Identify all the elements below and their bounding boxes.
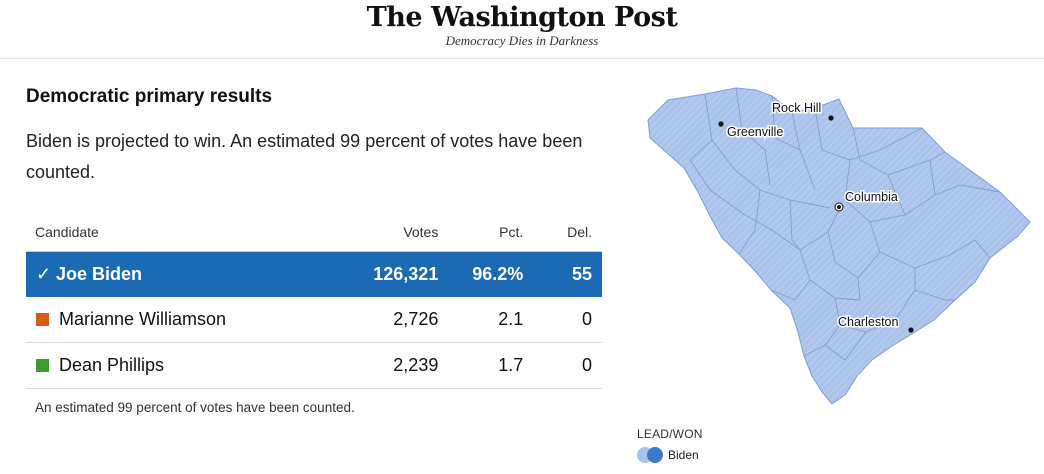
- map-legend: LEAD/WON Biden: [637, 427, 703, 463]
- pct-cell: 1.7: [438, 342, 524, 389]
- delegates-cell: 0: [523, 342, 602, 389]
- legend-title: LEAD/WON: [637, 427, 703, 441]
- column-header-candidate: Candidate: [26, 212, 330, 252]
- city-dot-charleston: [908, 327, 914, 333]
- city-dot-columbia: [837, 205, 841, 209]
- legend-item-biden: Biden: [637, 447, 703, 463]
- candidate-color-swatch: [36, 359, 49, 372]
- table-row-winner: ✓ Joe Biden 126,321 96.2% 55: [26, 251, 602, 297]
- site-tagline: Democracy Dies in Darkness: [445, 33, 599, 48]
- county-borders: [689, 87, 1001, 361]
- candidate-cell: Dean Phillips: [26, 342, 330, 389]
- city-dot-rock-hill: [828, 115, 834, 121]
- votes-cell: 2,726: [329, 297, 439, 343]
- legend-label: Biden: [668, 448, 699, 462]
- pct-cell: 96.2%: [438, 251, 524, 297]
- candidate-color-swatch: [36, 313, 49, 326]
- city-markers: [718, 115, 914, 333]
- candidate-cell: Marianne Williamson: [26, 297, 330, 343]
- city-label-charleston: Charleston: [838, 315, 898, 329]
- masthead: The Washington Post Democracy Dies in Da…: [0, 0, 1044, 59]
- votes-cell: 126,321: [329, 251, 439, 297]
- table-row: Dean Phillips 2,239 1.7 0: [26, 342, 602, 389]
- delegates-cell: 0: [523, 297, 602, 343]
- state-results-map[interactable]: Rock Hill Greenville Columbia Charleston: [636, 78, 1036, 410]
- city-label-rock-hill: Rock Hill: [772, 101, 821, 115]
- results-footnote: An estimated 99 percent of votes have be…: [35, 400, 355, 415]
- check-icon: ✓: [36, 264, 52, 284]
- results-heading: Democratic primary results: [26, 86, 273, 107]
- delegates-cell: 55: [523, 251, 602, 297]
- city-labels: Rock Hill Greenville Columbia Charleston: [726, 100, 900, 331]
- votes-cell: 2,239: [329, 342, 439, 389]
- column-header-votes: Votes: [329, 212, 439, 252]
- results-header: Democratic primary results Biden is proj…: [26, 84, 602, 188]
- candidate-name: Dean Phillips: [59, 355, 165, 375]
- column-header-del: Del.: [523, 212, 602, 252]
- candidate-name: Joe Biden: [56, 264, 143, 284]
- results-summary: Biden is projected to win. An estimated …: [26, 131, 583, 182]
- city-dot-greenville: [718, 121, 724, 127]
- city-label-columbia: Columbia: [845, 190, 898, 204]
- table-header-row: Candidate Votes Pct. Del.: [26, 212, 602, 252]
- city-label-greenville: Greenville: [727, 125, 783, 139]
- candidate-name: Marianne Williamson: [59, 309, 227, 329]
- table-row: Marianne Williamson 2,726 2.1 0: [26, 297, 602, 343]
- results-table: Candidate Votes Pct. Del. ✓ Joe Biden 126…: [26, 212, 602, 389]
- column-header-pct: Pct.: [438, 212, 524, 252]
- site-logo[interactable]: The Washington Post: [366, 2, 678, 33]
- pct-cell: 2.1: [438, 297, 524, 343]
- legend-swatch-icon: [637, 447, 663, 463]
- candidate-cell: ✓ Joe Biden: [26, 251, 330, 297]
- state-outline[interactable]: [647, 87, 1031, 405]
